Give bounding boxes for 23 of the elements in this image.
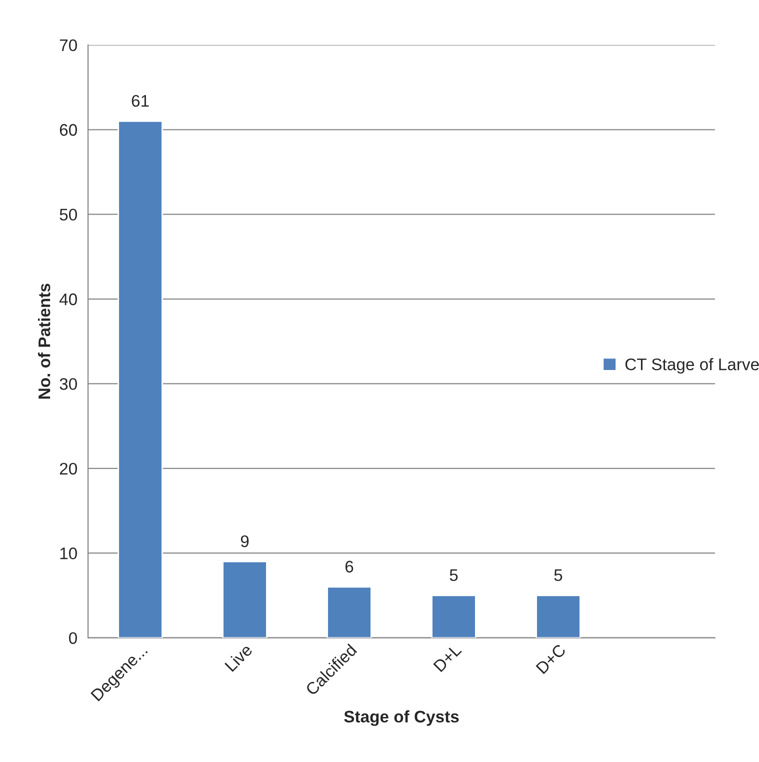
bar	[326, 586, 372, 638]
x-tick-label: D+L	[433, 643, 462, 672]
data-label: 9	[240, 535, 249, 548]
y-tick-label: 30	[60, 378, 77, 390]
y-tick-label: 60	[60, 124, 77, 136]
data-label: 61	[132, 94, 149, 107]
bar	[536, 594, 581, 638]
legend-label: CT Stage of Larve	[625, 358, 759, 374]
bar	[222, 560, 268, 638]
y-tick-label: 70	[60, 39, 77, 52]
bar	[118, 120, 163, 638]
data-label: 5	[554, 569, 562, 582]
bar	[431, 594, 476, 638]
y-tick-label: 20	[60, 462, 77, 475]
data-label: 6	[345, 560, 354, 573]
y-tick-label: 40	[59, 293, 77, 306]
x-tick-label: Live	[224, 643, 253, 672]
x-axis-title: Stage of Cysts	[344, 710, 459, 726]
y-axis-title: No. of Patients	[38, 284, 50, 399]
y-tick-label: 50	[60, 208, 77, 221]
y-tick-label: 10	[60, 548, 77, 560]
y-tick-label: 0	[69, 632, 77, 644]
data-label: 5	[450, 569, 458, 582]
